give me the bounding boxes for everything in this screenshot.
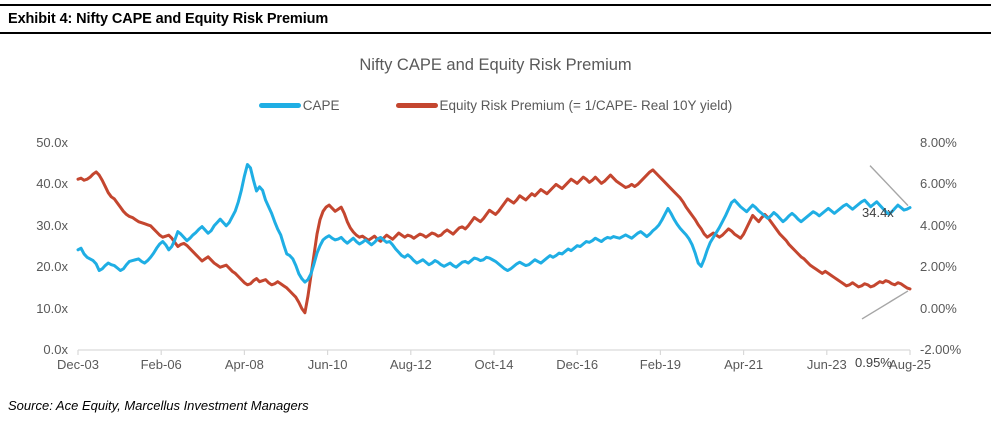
x-tick-label: Aug-25 — [889, 357, 931, 372]
x-tick-label: Oct-14 — [474, 357, 514, 372]
y-tick-label: 30.0x — [36, 217, 68, 233]
legend-item-cape[interactable]: CAPE — [258, 98, 340, 113]
source-note: Source: Ace Equity, Marcellus Investment… — [8, 398, 309, 413]
x-tick-label: Aug-12 — [389, 357, 432, 372]
y-tick-label: 0.00% — [920, 300, 957, 316]
annotation-erp-value: 0.95% — [855, 355, 892, 370]
x-axis-tick-marks — [77, 350, 911, 355]
annotation-cape-value: 34.4x — [862, 205, 894, 220]
x-tick-label: Apr-21 — [724, 357, 764, 372]
plot-region — [76, 143, 912, 355]
y-tick-label: 10.0x — [36, 300, 68, 316]
y-tick-label: 50.0x — [36, 135, 68, 150]
legend-item-equity-risk-premium[interactable]: Equity Risk Premium (= 1/CAPE- Real 10Y … — [395, 98, 733, 113]
chart-legend: CAPE Equity Risk Premium (= 1/CAPE- Real… — [0, 98, 991, 113]
chart-container: Nifty CAPE and Equity Risk Premium CAPE … — [0, 40, 991, 388]
x-tick-label: Feb-19 — [639, 357, 681, 372]
legend-label-equity-risk-premium: Equity Risk Premium (= 1/CAPE- Real 10Y … — [439, 98, 733, 113]
x-tick-label: Dec-16 — [556, 357, 599, 372]
x-tick-label: Dec-03 — [57, 357, 99, 372]
y-axis-left: 0.0x 10.0x 20.0x 30.0x 40.0x 50.0x — [10, 136, 72, 357]
chart-title: Nifty CAPE and Equity Risk Premium — [359, 56, 632, 74]
leader-line-equity-risk-premium — [861, 290, 909, 320]
y-axis-right: -2.00% 0.00% 2.00% 4.00% 6.00% 8.00% — [916, 136, 978, 357]
legend-swatch-cape-icon — [258, 103, 301, 108]
leader-line-cape — [869, 165, 909, 207]
legend-label-cape: CAPE — [302, 98, 340, 113]
y-tick-label: 4.00% — [920, 217, 957, 233]
x-tick-label: Feb-06 — [140, 357, 182, 372]
y-tick-label: 2.00% — [920, 259, 957, 275]
series-line-equity-risk-premium — [76, 168, 912, 315]
exhibit-header: Exhibit 4: Nifty CAPE and Equity Risk Pr… — [0, 4, 991, 34]
plot-svg — [76, 163, 912, 355]
x-tick-label: Jun-10 — [307, 357, 348, 372]
x-tick-label: Apr-08 — [224, 357, 264, 372]
y-tick-label: 8.00% — [920, 135, 957, 150]
y-tick-label: 6.00% — [920, 176, 957, 192]
y-tick-label: 40.0x — [36, 176, 68, 192]
y-tick-label: -2.00% — [920, 342, 962, 357]
y-tick-label: 0.0x — [43, 342, 68, 357]
x-tick-label: Jun-23 — [806, 357, 847, 372]
exhibit-title: Exhibit 4: Nifty CAPE and Equity Risk Pr… — [8, 11, 329, 27]
y-tick-label: 20.0x — [36, 259, 68, 275]
legend-swatch-erp-icon — [395, 103, 438, 108]
x-axis-labels: Dec-03 Feb-06 Apr-08 Jun-10 Aug-12 Oct-14 Dec-… — [57, 357, 931, 379]
series-line-cape — [76, 163, 912, 284]
